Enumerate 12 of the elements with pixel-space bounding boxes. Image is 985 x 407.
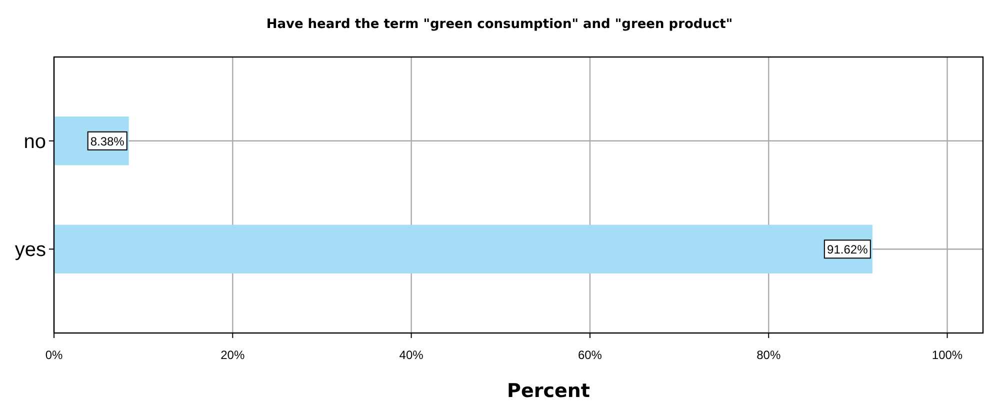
x-tick-label: 40% — [399, 348, 424, 362]
x-tick-label: 0% — [45, 348, 63, 362]
y-tick-label: yes — [14, 239, 46, 262]
data-label: 8.38% — [90, 134, 125, 148]
y-tick-label: no — [24, 130, 46, 153]
x-tick-label: 20% — [220, 348, 245, 362]
x-tick-label: 100% — [932, 348, 963, 362]
chart-title: Have heard the term "green consumption" and "green product" — [266, 17, 733, 32]
x-tick-label: 80% — [756, 348, 781, 362]
data-label: 91.62% — [827, 242, 868, 257]
x-axis-title: Percent — [507, 380, 590, 402]
x-tick-label: 60% — [578, 348, 602, 362]
